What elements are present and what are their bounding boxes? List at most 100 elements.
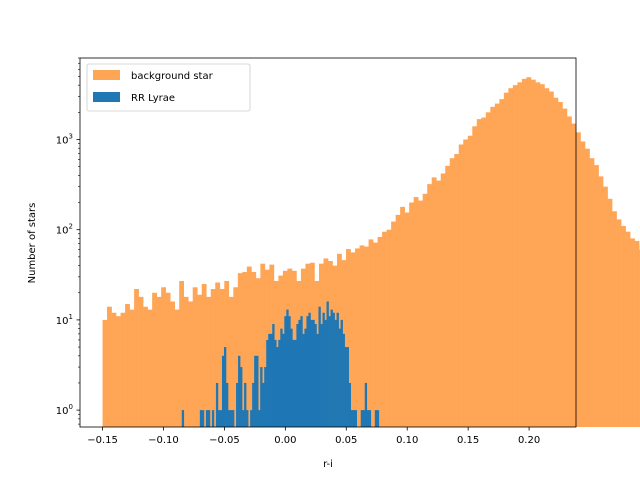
x-tick-label: 0.05 [335,435,357,446]
background-star-bar [576,132,581,427]
x-axis-label: r-i [323,459,333,470]
legend-label-rr-lyrae: RR Lyrae [131,93,175,104]
background-star-bar [562,108,568,427]
rr-lyrae-bar [215,382,219,427]
rr-lyrae-bar [264,367,267,427]
background-star-bar [183,296,189,427]
background-star-bar [445,165,451,428]
x-axis: −0.15 −0.10 −0.05 0.00 0.05 0.10 0.15 0.20 [87,427,540,446]
background-star-bar [621,225,626,427]
background-star-bar [571,123,577,427]
background-star-bar [386,229,392,427]
background-star-bar [260,263,266,427]
background-star-bar [594,165,599,427]
background-star-bar [494,103,500,427]
background-star-bar [454,154,460,427]
rr-lyrae-bar [304,328,307,427]
rr-lyrae-bar [308,312,311,427]
background-star-bar [242,271,248,427]
rr-lyrae-bar [362,410,366,427]
background-star-bar [120,312,126,427]
background-star-bar [179,280,185,427]
background-star-bar [107,306,112,427]
background-star-bar [197,294,203,427]
rr-lyrae-bar [306,316,309,427]
rr-lyrae-bar [270,333,273,427]
background-star-bar [350,252,356,427]
background-star-bar [111,312,117,427]
background-star-bar [612,211,617,427]
background-star-bar [147,309,153,427]
rr-lyrae-bar [258,410,261,427]
rr-lyrae-bar [350,410,353,427]
rr-lyrae-bars [181,301,380,427]
x-tick-label: 0.10 [396,435,418,446]
background-star-bar [346,249,351,427]
rr-lyrae-bar [262,382,265,427]
rr-lyrae-bar [314,324,317,427]
background-star-bar [382,231,387,427]
rr-lyrae-bar [286,309,289,427]
rr-lyrae-bar [278,339,281,427]
background-star-bar [102,319,108,427]
rr-lyrae-bar [236,382,239,427]
background-star-bar [206,296,212,427]
rr-lyrae-bar [342,333,345,427]
axes-frame [79,57,577,428]
rr-lyrae-bar [207,410,211,427]
rr-lyrae-bar [344,347,347,427]
background-star-bar [585,148,590,427]
background-star-bar [422,193,428,427]
y-tick-label: 101 [56,313,73,327]
background-star-bar [116,316,121,427]
rr-lyrae-bar [294,339,297,427]
y-tick-label: 100 [56,403,73,417]
background-star-bar [161,287,166,427]
background-star-bar [134,289,139,427]
rr-lyrae-bar [330,309,333,427]
background-star-bar [512,85,518,427]
rr-lyrae-bar [290,328,293,427]
background-star-bar [170,301,175,427]
x-tick-label: 0.00 [274,435,296,446]
rr-lyrae-bar [211,410,215,427]
rr-lyrae-bar [244,382,247,427]
rr-lyrae-bar [254,355,257,427]
rr-lyrae-bar [322,312,325,427]
rr-lyrae-bar [240,367,243,427]
rr-lyrae-bar [226,382,229,427]
x-tick-label: 0.15 [457,435,479,446]
rr-lyrae-bar [332,312,335,427]
rr-lyrae-bar [360,410,364,427]
background-star-bar [368,239,374,427]
rr-lyrae-bar [268,333,271,427]
legend-swatch-rr-lyrae [93,92,120,102]
rr-lyrae-bar [310,319,313,427]
rr-lyrae-bar [223,347,227,427]
legend-box [86,63,251,112]
background-star-bar [359,245,365,427]
background-star-bar [607,198,613,427]
rr-lyrae-bar [256,355,259,427]
background-star-bar [391,221,396,427]
background-star-bar [373,242,378,427]
y-axis-label: Number of stars [27,203,38,284]
x-tick-label: −0.10 [148,435,179,446]
background-star-bar [201,284,207,427]
background-star-bar [598,176,604,427]
rr-lyrae-bar [326,301,329,427]
rr-lyrae-bar [340,319,343,427]
background-star-bar [188,301,194,427]
background-star-bar [395,214,401,427]
background-star-bar [589,158,595,427]
rr-lyrae-bar [221,355,225,427]
rr-lyrae-bar [368,410,372,427]
background-star-bar [634,240,640,427]
background-star-bar [630,238,635,427]
rr-lyrae-bar [201,410,205,427]
background-star-bar [616,219,622,427]
background-star-bar [228,296,234,427]
background-star-bar [503,92,509,427]
background-star-bar [233,287,239,427]
